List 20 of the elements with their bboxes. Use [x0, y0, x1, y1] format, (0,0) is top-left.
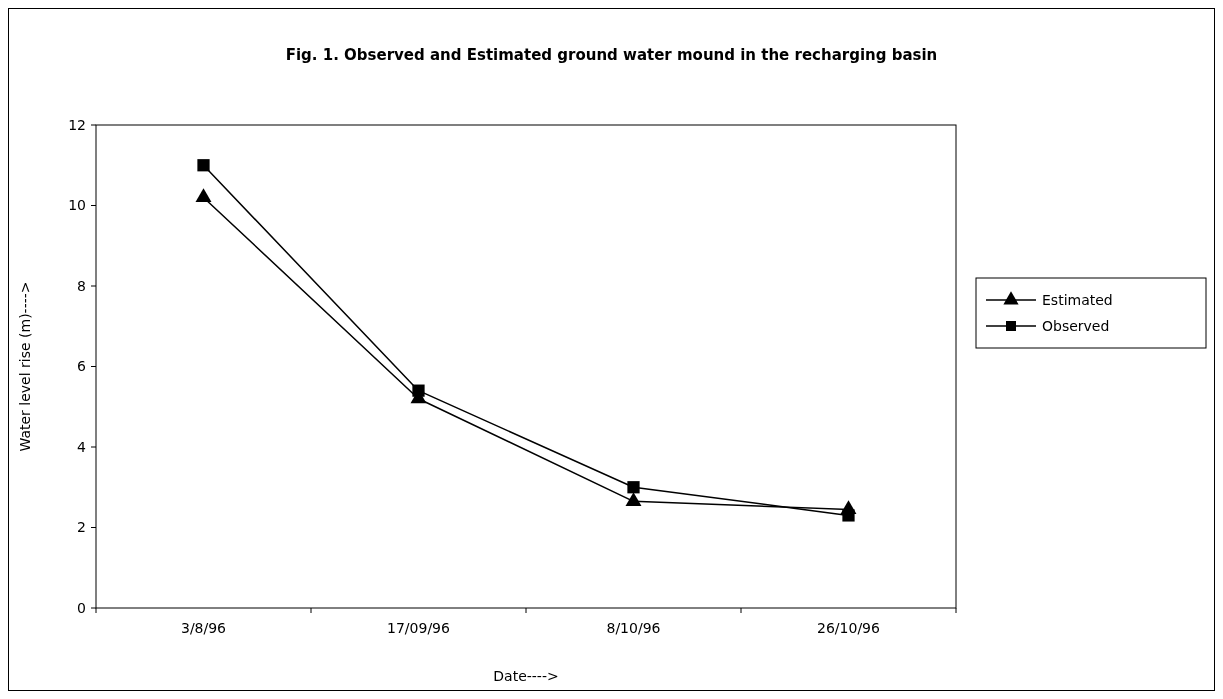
- point: [840, 500, 857, 514]
- point: [625, 492, 642, 506]
- y-tick-label: 12: [68, 116, 86, 133]
- legend-label: Estimated: [1042, 291, 1113, 308]
- y-tick-label: 4: [77, 438, 87, 455]
- x-tick-label: 17/09/96: [387, 620, 451, 636]
- y-tick-label: 6: [77, 358, 87, 375]
- y-tick-label: 2: [77, 519, 86, 536]
- chart-title: Fig. 1. Observed and Estimated ground water mound in the recharging basin: [285, 46, 938, 64]
- y-tick-label: 0: [77, 599, 86, 616]
- y-tick-label: 8: [77, 277, 86, 294]
- y-axis-title: Water level rise (m)---->: [17, 281, 33, 452]
- y-tick-label: 10: [68, 197, 86, 214]
- x-tick-label: 8/10/96: [606, 620, 661, 636]
- x-tick-label: 3/8/96: [180, 620, 227, 636]
- point: [195, 188, 212, 203]
- legend-label: Observed: [1042, 317, 1110, 334]
- x-axis-title: Date---->: [493, 668, 559, 684]
- x-tick-label: 26/10/96: [817, 620, 881, 636]
- point: [197, 159, 210, 172]
